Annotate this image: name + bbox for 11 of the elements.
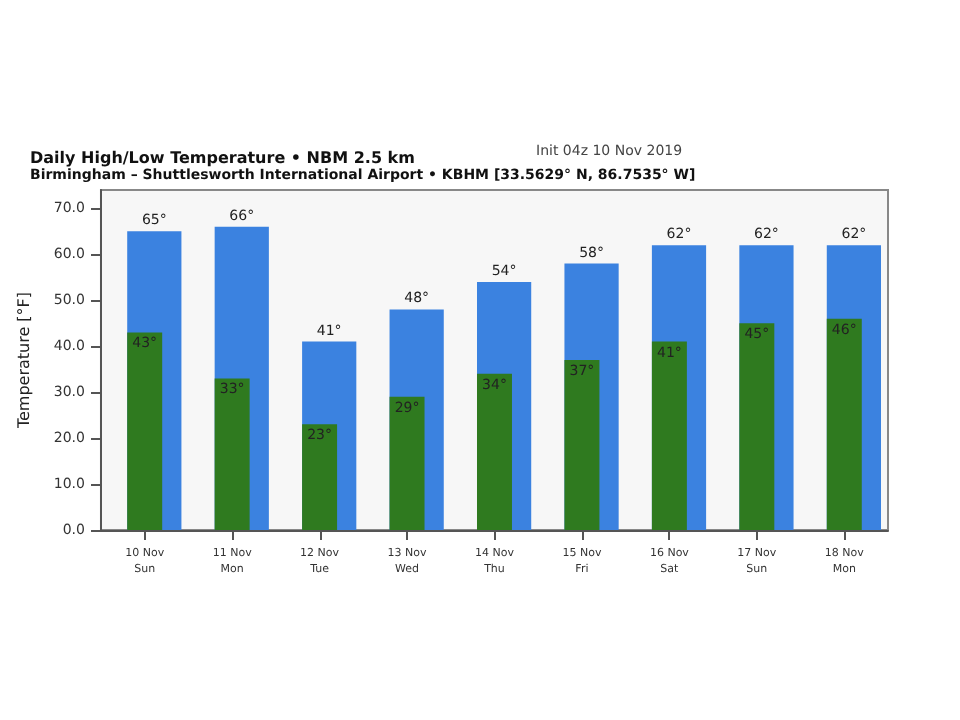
bar <box>302 424 338 530</box>
bar <box>389 396 425 530</box>
y-axis-title: Temperature [°F] <box>15 291 33 431</box>
chart-title: Daily High/Low Temperature • NBM 2.5 km <box>30 149 415 167</box>
bar <box>477 373 512 530</box>
bar <box>214 378 250 530</box>
bar <box>739 323 775 530</box>
bar <box>826 318 862 530</box>
bar <box>651 341 687 530</box>
bar <box>127 332 163 530</box>
bar <box>564 360 600 530</box>
